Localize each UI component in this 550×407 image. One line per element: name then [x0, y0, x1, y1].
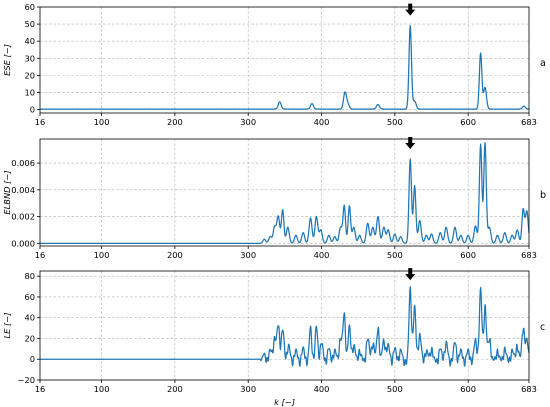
x-tick-label: 683	[521, 250, 537, 260]
panel-letter: b	[540, 190, 546, 201]
x-tick-label: 600	[460, 384, 476, 394]
x-tick-label: 400	[314, 117, 330, 127]
y-tick-label: 0.002	[11, 212, 35, 222]
y-tick-label: 60	[24, 292, 35, 302]
panel-a: 16 100 200 300 400 500 600 683 0 10 20 30 40 50 60 ESE …	[2, 2, 546, 127]
y-axis-label: LE [−]	[2, 313, 12, 339]
x-tick-label: 500	[387, 117, 403, 127]
x-tick-label: 500	[387, 250, 403, 260]
x-tick-label: 100	[94, 250, 110, 260]
x-tick-label: 200	[167, 384, 183, 394]
y-axis-label: ELBND [−]	[2, 170, 12, 214]
series-line-a	[39, 25, 530, 110]
y-tick-label: 20	[24, 333, 35, 343]
plot-frame	[39, 6, 530, 114]
x-tick-label: 16	[35, 250, 46, 260]
panel-b: 16 100 200 300 400 500 600 683 0.000 0.002 0.004 0.…	[2, 137, 546, 260]
y-axis-label: ESE [−]	[2, 44, 12, 76]
y-tick-label: −20	[17, 375, 35, 385]
x-tick-label: 300	[240, 250, 256, 260]
x-tick-label: 16	[35, 117, 46, 127]
y-tick-label: 50	[24, 19, 35, 29]
x-tick-label: 500	[387, 384, 403, 394]
y-tick-label: 10	[24, 87, 35, 97]
x-tick-label: 400	[314, 250, 330, 260]
y-tick-label: 40	[24, 313, 35, 323]
y-tick-label: 20	[24, 70, 35, 80]
x-tick-label: 16	[35, 384, 46, 394]
x-tick-label: 200	[167, 250, 183, 260]
x-tick-label: 300	[240, 384, 256, 394]
arrow-down-icon	[405, 3, 416, 16]
y-tick-label: 30	[24, 53, 35, 63]
y-tick-label: 60	[24, 2, 35, 12]
y-tick-label: 0	[30, 354, 35, 364]
y-tick-label: 0	[30, 105, 35, 115]
x-tick-label: 600	[460, 117, 476, 127]
series-line-b	[39, 142, 530, 244]
x-tick-label: 100	[94, 384, 110, 394]
x-axis-label: k [−]	[274, 397, 295, 407]
panel-letter: c	[540, 322, 545, 333]
arrow-down-icon	[405, 268, 416, 281]
arrow-down-icon	[405, 137, 416, 150]
plot-frame	[39, 138, 530, 247]
y-tick-label: 40	[24, 36, 35, 46]
y-tick-label: 0.006	[11, 158, 35, 168]
x-tick-label: 400	[314, 384, 330, 394]
panel-c: 16 100 200 300 400 500 600 683 −20 0 20 40 60 80 LE [−…	[2, 268, 545, 407]
x-tick-label: 300	[240, 117, 256, 127]
plot-frame	[39, 270, 530, 381]
x-tick-label: 683	[521, 117, 537, 127]
series-line-c	[39, 285, 530, 367]
x-tick-label: 200	[167, 117, 183, 127]
x-tick-label: 100	[94, 117, 110, 127]
y-tick-label: 80	[24, 271, 35, 281]
y-tick-label: 0.004	[11, 185, 35, 195]
x-tick-label: 600	[460, 250, 476, 260]
panel-letter: a	[540, 58, 546, 69]
y-tick-label: 0.000	[11, 238, 35, 248]
x-tick-label: 683	[521, 384, 537, 394]
